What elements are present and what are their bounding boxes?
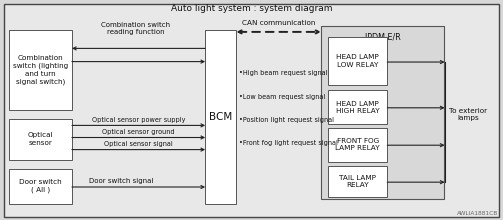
FancyBboxPatch shape — [328, 128, 387, 162]
Text: CAN communication: CAN communication — [242, 20, 315, 26]
Text: Optical sensor signal: Optical sensor signal — [104, 141, 173, 147]
Text: Combination switch
reading function: Combination switch reading function — [101, 22, 171, 35]
Text: Door switch signal: Door switch signal — [89, 178, 153, 184]
Text: •Front fog light request signal: •Front fog light request signal — [239, 140, 338, 146]
Text: BCM: BCM — [209, 112, 232, 122]
Text: HEAD LAMP
LOW RELAY: HEAD LAMP LOW RELAY — [337, 54, 379, 68]
Text: •High beam request signal: •High beam request signal — [239, 70, 327, 76]
Text: FRONT FOG
LAMP RELAY: FRONT FOG LAMP RELAY — [336, 138, 380, 151]
FancyBboxPatch shape — [9, 30, 72, 110]
FancyBboxPatch shape — [4, 4, 499, 217]
FancyBboxPatch shape — [328, 37, 387, 85]
Text: Optical sensor power supply: Optical sensor power supply — [92, 117, 185, 123]
Text: Optical
sensor: Optical sensor — [28, 132, 53, 146]
Text: •Position light request signal: •Position light request signal — [239, 117, 334, 123]
Text: Auto light system : system diagram: Auto light system : system diagram — [171, 4, 332, 13]
Text: Combination
switch (lighting
and turn
signal switch): Combination switch (lighting and turn si… — [13, 55, 68, 85]
Text: Optical sensor ground: Optical sensor ground — [102, 129, 175, 135]
FancyBboxPatch shape — [9, 169, 72, 204]
FancyBboxPatch shape — [321, 26, 444, 199]
Text: IPDM E/R: IPDM E/R — [365, 33, 400, 42]
FancyBboxPatch shape — [9, 119, 72, 160]
Text: Door switch
( All ): Door switch ( All ) — [19, 180, 62, 193]
Text: To exterior
lamps: To exterior lamps — [449, 108, 487, 121]
FancyBboxPatch shape — [328, 166, 387, 197]
Text: TAIL LAMP
RELAY: TAIL LAMP RELAY — [339, 175, 376, 188]
Text: HEAD LAMP
HIGH RELAY: HEAD LAMP HIGH RELAY — [336, 101, 379, 114]
FancyBboxPatch shape — [328, 90, 387, 124]
Text: AWLIA1881CB: AWLIA1881CB — [457, 211, 498, 216]
Text: •Low beam request signal: •Low beam request signal — [239, 94, 325, 99]
FancyBboxPatch shape — [205, 30, 236, 204]
